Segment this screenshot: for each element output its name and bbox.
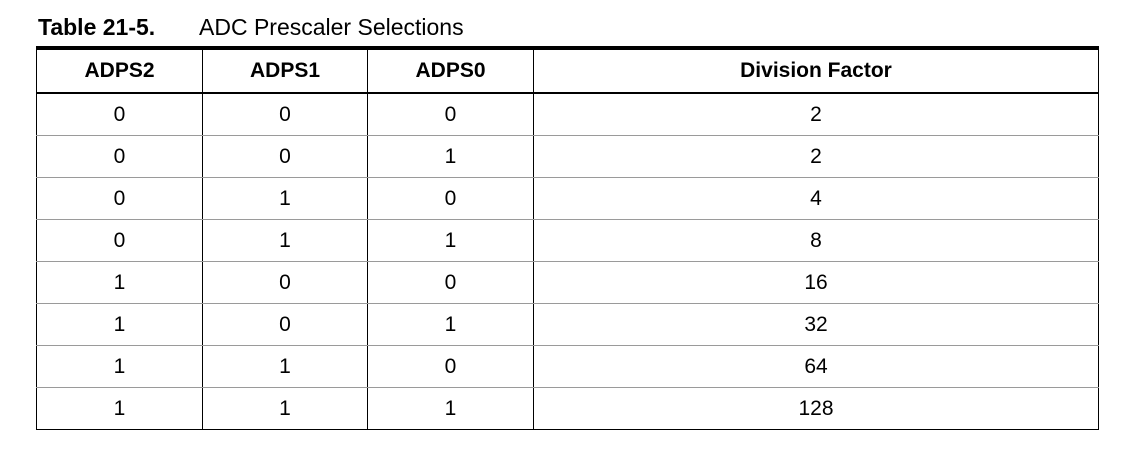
cell-adps1: 0 [202,135,368,178]
table-row: 1 1 0 64 [36,345,1099,388]
cell-adps1: 1 [202,345,368,388]
header-row: ADPS2 ADPS1 ADPS0 Division Factor [36,48,1099,94]
cell-adps1: 1 [202,387,368,430]
cell-adps1: 0 [202,261,368,304]
cell-adps0: 0 [367,345,534,388]
cell-division-factor: 64 [533,345,1099,388]
prescaler-table: ADPS2 ADPS1 ADPS0 Division Factor 0 0 0 … [36,46,1099,430]
header-division-factor: Division Factor [533,48,1099,94]
table-row: 1 0 0 16 [36,261,1099,304]
cell-adps2: 1 [36,345,203,388]
cell-adps0: 1 [367,303,534,346]
cell-adps2: 0 [36,219,203,262]
cell-adps0: 1 [367,219,534,262]
table-number: Table 21-5. [38,14,156,40]
cell-adps2: 1 [36,261,203,304]
table-caption: Table 21-5. ADC Prescaler Selections [38,13,464,41]
cell-adps0: 0 [367,261,534,304]
cell-division-factor: 4 [533,177,1099,220]
cell-adps2: 0 [36,177,203,220]
cell-adps1: 1 [202,177,368,220]
table-row: 0 1 1 8 [36,219,1099,262]
cell-division-factor: 32 [533,303,1099,346]
header-adps1: ADPS1 [202,48,368,94]
cell-adps2: 0 [36,135,203,178]
table-row: 0 0 1 2 [36,135,1099,178]
table-row: 0 0 0 2 [36,93,1099,136]
cell-adps0: 1 [367,135,534,178]
table-row: 0 1 0 4 [36,177,1099,220]
cell-division-factor: 16 [533,261,1099,304]
table-row: 1 0 1 32 [36,303,1099,346]
cell-division-factor: 128 [533,387,1099,430]
cell-division-factor: 2 [533,93,1099,136]
table-title: ADC Prescaler Selections [199,14,464,40]
cell-adps2: 0 [36,93,203,136]
header-adps0: ADPS0 [367,48,534,94]
cell-adps1: 0 [202,303,368,346]
cell-adps0: 0 [367,93,534,136]
table-row: 1 1 1 128 [36,387,1099,430]
cell-adps2: 1 [36,303,203,346]
cell-adps0: 0 [367,177,534,220]
cell-adps1: 0 [202,93,368,136]
cell-adps0: 1 [367,387,534,430]
cell-division-factor: 2 [533,135,1099,178]
cell-adps2: 1 [36,387,203,430]
cell-division-factor: 8 [533,219,1099,262]
cell-adps1: 1 [202,219,368,262]
header-adps2: ADPS2 [36,48,203,94]
